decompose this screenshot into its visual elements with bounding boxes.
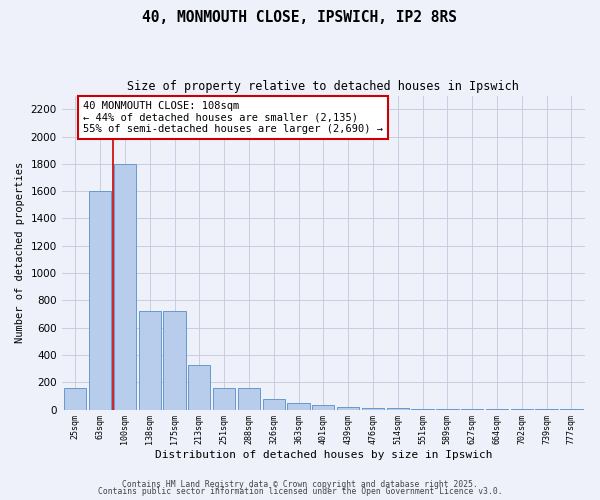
Bar — [263, 398, 285, 409]
Bar — [412, 409, 434, 410]
Text: Contains HM Land Registry data © Crown copyright and database right 2025.: Contains HM Land Registry data © Crown c… — [122, 480, 478, 489]
Title: Size of property relative to detached houses in Ipswich: Size of property relative to detached ho… — [127, 80, 519, 93]
Text: 40, MONMOUTH CLOSE, IPSWICH, IP2 8RS: 40, MONMOUTH CLOSE, IPSWICH, IP2 8RS — [143, 10, 458, 25]
Text: 40 MONMOUTH CLOSE: 108sqm
← 44% of detached houses are smaller (2,135)
55% of se: 40 MONMOUTH CLOSE: 108sqm ← 44% of detac… — [83, 101, 383, 134]
Bar — [287, 403, 310, 409]
Bar — [114, 164, 136, 410]
Bar — [89, 191, 111, 410]
X-axis label: Distribution of detached houses by size in Ipswich: Distribution of detached houses by size … — [155, 450, 492, 460]
Bar — [312, 406, 334, 409]
Bar — [139, 312, 161, 410]
Bar — [64, 388, 86, 409]
Y-axis label: Number of detached properties: Number of detached properties — [15, 162, 25, 343]
Bar — [238, 388, 260, 409]
Bar — [362, 408, 384, 410]
Bar — [163, 312, 185, 410]
Bar — [213, 388, 235, 409]
Bar — [188, 365, 211, 410]
Text: Contains public sector information licensed under the Open Government Licence v3: Contains public sector information licen… — [98, 488, 502, 496]
Bar — [386, 408, 409, 410]
Bar — [337, 407, 359, 410]
Bar — [436, 409, 458, 410]
